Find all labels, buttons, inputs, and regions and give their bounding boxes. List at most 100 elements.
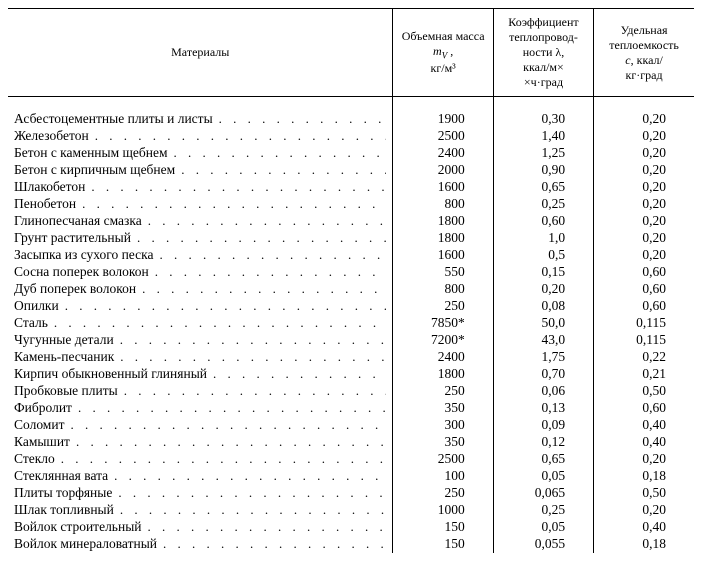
cell-heat_capacity: 0,20 (594, 213, 694, 230)
cell-density: 350 (393, 434, 493, 451)
cell-density: 250 (393, 383, 493, 400)
table-row: Асбестоцементные плиты и листы. . . . . … (8, 97, 694, 128)
cell-heat_capacity: 0,21 (594, 366, 694, 383)
cell-density: 7200* (393, 332, 493, 349)
cell-material: Чугунные детали. . . . . . . . . . . . .… (8, 332, 393, 349)
cell-material: Сталь. . . . . . . . . . . . . . . . . .… (8, 315, 393, 332)
col-header-material: Материалы (8, 9, 393, 97)
cell-density: 2400 (393, 349, 493, 366)
cell-conductivity: 0,05 (493, 519, 593, 536)
cell-conductivity: 0,065 (493, 485, 593, 502)
table-row: Пенобетон. . . . . . . . . . . . . . . .… (8, 196, 694, 213)
cell-conductivity: 0,5 (493, 247, 593, 264)
dot-leader: . . . . . . . . . . . . . . . . . . . . … (149, 264, 387, 280)
cell-conductivity: 1,25 (493, 145, 593, 162)
cell-material: Бетон с каменным щебнем. . . . . . . . .… (8, 145, 393, 162)
table-row: Войлок минераловатный. . . . . . . . . .… (8, 536, 694, 553)
dot-leader: . . . . . . . . . . . . . . . . . . . . … (59, 298, 387, 314)
cell-density: 800 (393, 196, 493, 213)
cell-heat_capacity: 0,60 (594, 264, 694, 281)
cell-heat_capacity: 0,20 (594, 128, 694, 145)
cell-conductivity: 0,06 (493, 383, 593, 400)
table-row: Сосна поперек волокон. . . . . . . . . .… (8, 264, 694, 281)
table-row: Камышит. . . . . . . . . . . . . . . . .… (8, 434, 694, 451)
cell-density: 1900 (393, 97, 493, 128)
cell-conductivity: 0,65 (493, 451, 593, 468)
table-row: Опилки. . . . . . . . . . . . . . . . . … (8, 298, 694, 315)
cell-density: 1800 (393, 366, 493, 383)
cell-heat_capacity: 0,18 (594, 468, 694, 485)
cell-conductivity: 0,70 (493, 366, 593, 383)
cell-material: Камышит. . . . . . . . . . . . . . . . .… (8, 434, 393, 451)
cell-material: Сосна поперек волокон. . . . . . . . . .… (8, 264, 393, 281)
cell-material: Железобетон. . . . . . . . . . . . . . .… (8, 128, 393, 145)
cell-conductivity: 1,75 (493, 349, 593, 366)
table-row: Кирпич обыкновенный глиняный. . . . . . … (8, 366, 694, 383)
table-row: Бетон с каменным щебнем. . . . . . . . .… (8, 145, 694, 162)
cell-material: Шлакобетон. . . . . . . . . . . . . . . … (8, 179, 393, 196)
cell-conductivity: 0,08 (493, 298, 593, 315)
table-row: Плиты торфяные. . . . . . . . . . . . . … (8, 485, 694, 502)
cell-material: Пенобетон. . . . . . . . . . . . . . . .… (8, 196, 393, 213)
cell-heat_capacity: 0,115 (594, 332, 694, 349)
cell-density: 800 (393, 281, 493, 298)
table-row: Грунт растительный. . . . . . . . . . . … (8, 230, 694, 247)
material-label: Соломит (14, 417, 64, 433)
cell-density: 150 (393, 519, 493, 536)
cell-density: 1800 (393, 213, 493, 230)
cell-conductivity: 0,20 (493, 281, 593, 298)
dot-leader: . . . . . . . . . . . . . . . . . . . . … (64, 417, 386, 433)
material-label: Стекло (14, 451, 55, 467)
materials-table: Материалы Объемная масса mV ,кг/м³ Коэфф… (8, 8, 694, 553)
material-label: Плиты торфяные (14, 485, 112, 501)
material-label: Сталь (14, 315, 48, 331)
dot-leader: . . . . . . . . . . . . . . . . . . . . … (114, 502, 387, 518)
table-row: Засыпка из сухого песка. . . . . . . . .… (8, 247, 694, 264)
cell-material: Камень-песчаник. . . . . . . . . . . . .… (8, 349, 393, 366)
material-label: Камень-песчаник (14, 349, 114, 365)
material-label: Железобетон (14, 128, 89, 144)
table-row: Стеклянная вата. . . . . . . . . . . . .… (8, 468, 694, 485)
cell-conductivity: 0,09 (493, 417, 593, 434)
cell-conductivity: 0,25 (493, 502, 593, 519)
cell-conductivity: 0,05 (493, 468, 593, 485)
cell-conductivity: 0,12 (493, 434, 593, 451)
cell-density: 2500 (393, 128, 493, 145)
cell-heat_capacity: 0,22 (594, 349, 694, 366)
table-row: Фибролит. . . . . . . . . . . . . . . . … (8, 400, 694, 417)
dot-leader: . . . . . . . . . . . . . . . . . . . . … (72, 400, 387, 416)
dot-leader: . . . . . . . . . . . . . . . . . . . . … (108, 468, 386, 484)
cell-heat_capacity: 0,60 (594, 400, 694, 417)
cell-conductivity: 0,13 (493, 400, 593, 417)
cell-density: 1600 (393, 179, 493, 196)
table-row: Сталь. . . . . . . . . . . . . . . . . .… (8, 315, 694, 332)
col-header-density: Объемная масса mV ,кг/м³ (393, 9, 493, 97)
table-row: Бетон с кирпичным щебнем. . . . . . . . … (8, 162, 694, 179)
dot-leader: . . . . . . . . . . . . . . . . . . . . … (175, 162, 386, 178)
cell-conductivity: 0,65 (493, 179, 593, 196)
cell-heat_capacity: 0,20 (594, 145, 694, 162)
material-label: Асбестоцементные плиты и листы (14, 111, 213, 127)
material-label: Чугунные детали (14, 332, 114, 348)
cell-density: 250 (393, 485, 493, 502)
cell-heat_capacity: 0,40 (594, 519, 694, 536)
material-label: Шлак топливный (14, 502, 114, 518)
material-label: Дуб поперек волокон (14, 281, 136, 297)
dot-leader: . . . . . . . . . . . . . . . . . . . . … (131, 230, 387, 246)
material-label: Бетон с каменным щебнем (14, 145, 168, 161)
cell-material: Дуб поперек волокон. . . . . . . . . . .… (8, 281, 393, 298)
material-label: Сосна поперек волокон (14, 264, 149, 280)
cell-material: Кирпич обыкновенный глиняный. . . . . . … (8, 366, 393, 383)
cell-material: Войлок минераловатный. . . . . . . . . .… (8, 536, 393, 553)
cell-heat_capacity: 0,40 (594, 434, 694, 451)
cell-conductivity: 43,0 (493, 332, 593, 349)
cell-density: 1000 (393, 502, 493, 519)
cell-material: Стекло. . . . . . . . . . . . . . . . . … (8, 451, 393, 468)
table-row: Железобетон. . . . . . . . . . . . . . .… (8, 128, 694, 145)
material-label: Войлок строительный (14, 519, 142, 535)
table-row: Шлак топливный. . . . . . . . . . . . . … (8, 502, 694, 519)
cell-material: Пробковые плиты. . . . . . . . . . . . .… (8, 383, 393, 400)
dot-leader: . . . . . . . . . . . . . . . . . . . . … (142, 213, 387, 229)
cell-material: Грунт растительный. . . . . . . . . . . … (8, 230, 393, 247)
table-row: Шлакобетон. . . . . . . . . . . . . . . … (8, 179, 694, 196)
